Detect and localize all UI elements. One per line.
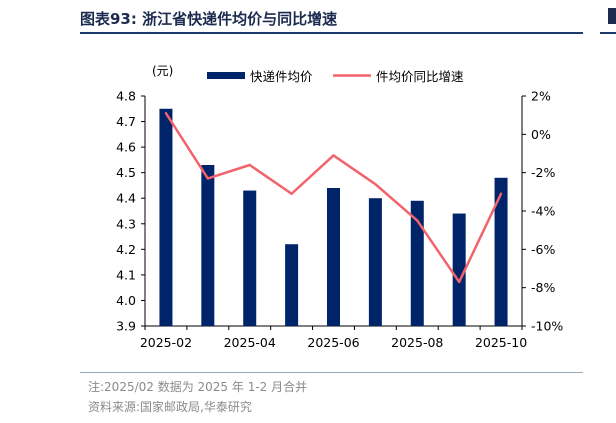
left-tick-label: 4.4 — [116, 191, 136, 206]
bar — [410, 200, 424, 326]
adjacent-panel-fragment — [608, 8, 616, 24]
left-tick-label: 4.0 — [116, 293, 136, 308]
legend-swatch-bar — [207, 72, 245, 79]
left-tick-label: 3.9 — [116, 319, 136, 334]
bar — [368, 198, 382, 326]
title-underline — [80, 32, 583, 34]
left-tick-label: 4.3 — [116, 216, 136, 231]
line-point — [499, 192, 503, 195]
bar — [452, 213, 466, 326]
line-point — [164, 112, 168, 115]
line-point — [416, 219, 419, 222]
left-tick-label: 4.5 — [116, 165, 136, 180]
bar-series — [159, 108, 508, 327]
source-note: 资料来源:国家邮政局,华泰研究 — [88, 400, 252, 414]
left-tick-label: 4.6 — [116, 140, 136, 155]
right-tick-label: 2% — [531, 89, 551, 104]
x-tick-label: 2025-10 — [475, 335, 527, 350]
x-tick-label: 2025-04 — [224, 335, 276, 350]
bar — [201, 165, 215, 326]
left-tick-label: 4.7 — [116, 114, 136, 129]
left-tick-label: 4.8 — [116, 89, 136, 104]
chart-title: 图表93: 浙江省快递件均价与同比增速 — [80, 10, 338, 28]
chart-legend: 快递件均价 件均价同比增速 — [207, 69, 464, 84]
line-point — [332, 154, 335, 157]
line-point — [290, 192, 293, 195]
left-tick-label: 4.2 — [116, 242, 136, 257]
right-tick-label: -2% — [531, 165, 555, 180]
footer-divider — [80, 372, 583, 373]
bar — [243, 190, 257, 326]
legend-label-line: 件均价同比增速 — [376, 69, 464, 84]
line-point — [248, 163, 251, 167]
bar — [494, 177, 508, 326]
right-tick-label: -6% — [531, 242, 555, 257]
right-tick-label: -8% — [531, 280, 555, 295]
line-point — [457, 280, 461, 284]
right-tick-label: -4% — [531, 204, 555, 219]
bar — [327, 188, 340, 326]
x-tick-label: 2025-06 — [307, 335, 359, 350]
footnote: 注:2025/02 数据为 2025 年 1-2 月合并 — [88, 380, 308, 394]
legend-label-bar: 快递件均价 — [250, 69, 313, 84]
right-tick-label: 0% — [531, 127, 551, 142]
bar — [159, 108, 173, 327]
x-tick-label: 2025-08 — [391, 335, 443, 350]
line-point — [206, 177, 210, 180]
right-tick-label: -10% — [531, 319, 563, 334]
line-series — [164, 112, 503, 284]
bar — [285, 244, 299, 326]
adjacent-panel-rule — [600, 32, 616, 34]
left-tick-label: 4.1 — [116, 267, 136, 282]
x-tick-label: 2025-02 — [140, 335, 192, 350]
line-point — [374, 182, 377, 186]
left-unit-label: (元) — [152, 64, 173, 78]
